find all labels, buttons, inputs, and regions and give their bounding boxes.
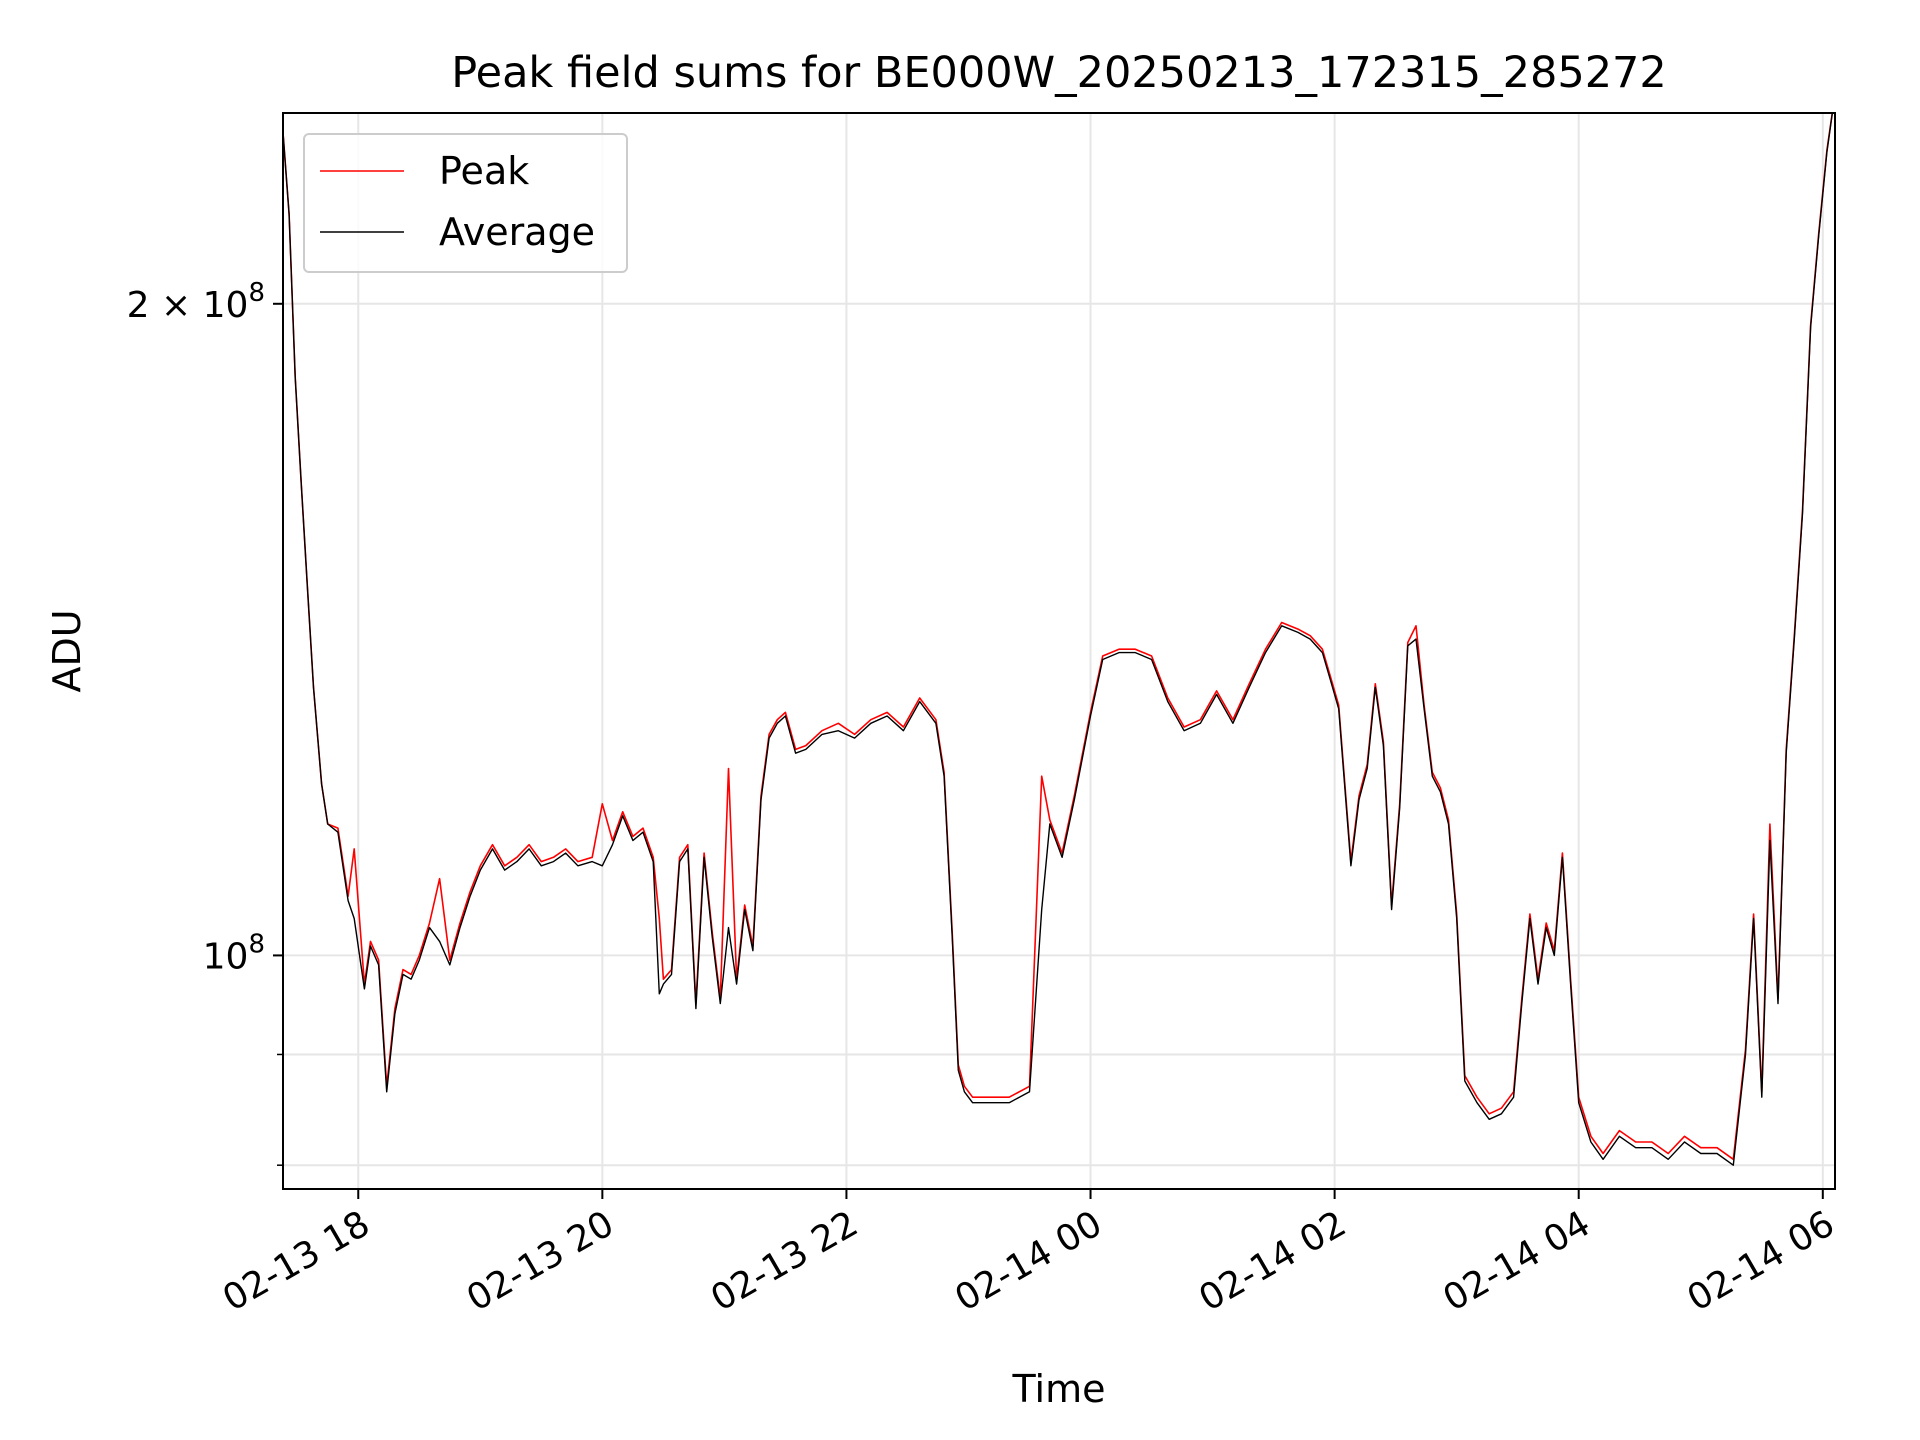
y-axis-label: ADU [45,609,89,692]
y-tick-label: 108 [203,929,265,977]
grid [283,113,1835,1189]
series-layer [283,113,1834,1166]
legend-box [303,133,628,273]
legend-peak-label: Peak [439,149,529,193]
plot-frame [282,112,1836,1190]
series-line-average [283,113,1834,1166]
y-tick-label: 2 × 108 [127,278,265,326]
y-tick-exponent: 8 [248,278,265,308]
y-tick-mantissa: 2 [127,285,150,326]
x-axis-label: Time [1012,1367,1106,1411]
y-tick-times: × [150,285,203,326]
legend-average-label: Average [439,210,595,254]
y-tick-exponent: 8 [248,929,265,959]
chart-title: Peak field sums for BE000W_20250213_1723… [451,48,1667,98]
legend: Peak Average [303,133,628,273]
y-tick-base: 10 [203,936,249,977]
y-tick-base: 10 [203,285,249,326]
